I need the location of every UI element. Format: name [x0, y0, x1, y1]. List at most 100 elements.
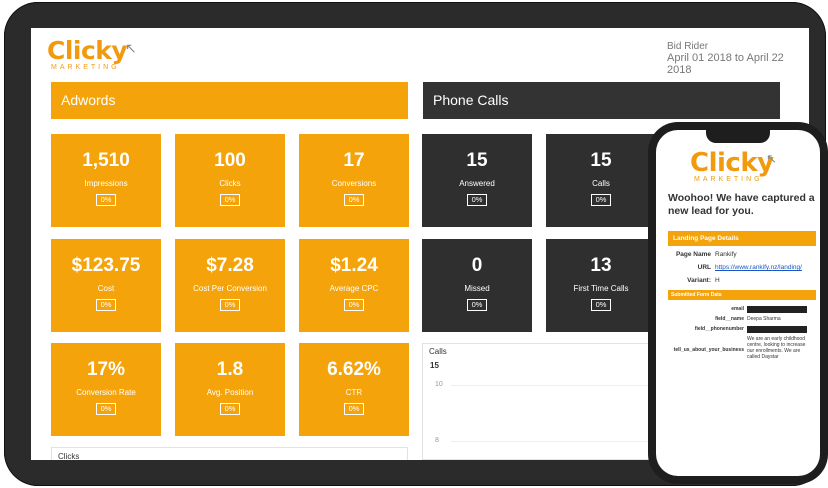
row-label: URL — [697, 264, 711, 271]
clicks-chart-title: Clicks — [58, 452, 80, 460]
logo-subtitle: MARKETING — [694, 176, 763, 183]
metric-value: $7.28 — [206, 255, 254, 276]
metric-change-badge: 0% — [343, 403, 365, 415]
landing-url-link[interactable]: https://www.rankify.nz/landing/ — [715, 264, 802, 271]
metric-tile-ctr: 6.62% CTR 0% — [299, 343, 409, 436]
metric-tile-missed: 0 Missed 0% — [422, 239, 532, 332]
phone-frame: Clicky MARKETING ↖ Woohoo! We have captu… — [648, 122, 828, 484]
row-label: Page Name — [675, 251, 711, 258]
cursor-icon: ↖ — [125, 40, 137, 56]
url-row: URL https://www.rankify.nz/landing/ — [668, 264, 816, 271]
metric-value: 1,510 — [82, 150, 130, 171]
cursor-icon: ↖ — [766, 151, 777, 166]
chart-tick-label: 10 — [435, 381, 443, 388]
logo-word: Clicky — [47, 36, 128, 65]
metric-value: 17% — [86, 359, 126, 380]
metric-change-badge: 0% — [590, 299, 612, 311]
report-header: Bid Rider April 01 2018 to April 22 2018 — [667, 41, 807, 76]
metric-label: Impressions — [84, 179, 128, 188]
form-field-row: field__name Deepa Sharma — [662, 316, 818, 322]
calls-chart-total: 15 — [430, 361, 439, 370]
metric-label: Clicks — [219, 179, 241, 188]
metric-tile-conversion-rate: 17% Conversion Rate 0% — [51, 343, 161, 436]
metric-label: Cost Per Conversion — [193, 284, 267, 293]
metric-value: 15 — [466, 150, 488, 171]
metric-value: 0 — [471, 255, 483, 276]
clicky-logo: Clicky MARKETING ↖ — [47, 38, 157, 72]
metric-change-badge: 0% — [466, 194, 488, 206]
metric-label: Avg. Position — [206, 388, 254, 397]
metric-change-badge: 0% — [95, 403, 117, 415]
row-value: Rankify — [715, 251, 737, 258]
row-value: H — [715, 277, 720, 284]
landing-page-details-header: Landing Page Details — [668, 231, 816, 246]
metric-change-badge: 0% — [590, 194, 612, 206]
email-screen: Clicky MARKETING ↖ Woohoo! We have captu… — [656, 130, 820, 476]
metric-label: Answered — [459, 179, 495, 188]
metric-value: 13 — [590, 255, 612, 276]
field-key: email — [731, 306, 744, 312]
metric-change-badge: 0% — [219, 299, 241, 311]
clicks-chart: Clicks — [51, 447, 408, 460]
redacted-block — [747, 326, 807, 333]
metric-value: 17 — [343, 150, 365, 171]
metric-label: Missed — [464, 284, 490, 293]
metric-tile-avg-position: 1.8 Avg. Position 0% — [175, 343, 285, 436]
client-name: Bid Rider — [667, 41, 709, 52]
metric-label: Conversions — [331, 179, 377, 188]
metric-change-badge: 0% — [95, 299, 117, 311]
metric-value: 1.8 — [216, 359, 244, 380]
metric-tile-calls: 15 Calls 0% — [546, 134, 656, 227]
metric-tile-impressions: 1,510 Impressions 0% — [51, 134, 161, 227]
chart-gridline — [451, 441, 657, 442]
submitted-form-data-header: Submitted Form Data — [668, 290, 816, 300]
redacted-block — [747, 306, 807, 313]
metric-label: First Time Calls — [573, 284, 629, 293]
logo-subtitle: MARKETING — [51, 64, 120, 71]
metric-tile-cost-per-conversion: $7.28 Cost Per Conversion 0% — [175, 239, 285, 332]
logo-word: Clicky — [690, 148, 774, 178]
chart-tick-label: 8 — [435, 437, 439, 444]
phone-notch — [706, 130, 770, 143]
field-key: field__name — [715, 316, 744, 322]
row-label: Variant: — [687, 277, 711, 284]
field-key: field__phonenumber — [694, 326, 744, 332]
field-value: We are an early childhood centre, lookin… — [747, 336, 806, 360]
metric-label: Conversion Rate — [76, 388, 136, 397]
date-range: April 01 2018 to April 22 2018 — [667, 52, 784, 76]
metric-change-badge: 0% — [466, 299, 488, 311]
metric-change-badge: 0% — [219, 194, 241, 206]
metric-tile-first-time-calls: 13 First Time Calls 0% — [546, 239, 656, 332]
calls-chart-title: Calls — [429, 347, 447, 356]
metric-value: $1.24 — [330, 255, 378, 276]
phone-calls-section-header: Phone Calls — [423, 82, 780, 119]
metric-tile-answered: 15 Answered 0% — [422, 134, 532, 227]
field-key: tell_us_about_your_business — [673, 347, 744, 353]
metric-change-badge: 0% — [219, 403, 241, 415]
metric-value: $123.75 — [71, 255, 141, 276]
chart-gridline — [451, 385, 657, 386]
metric-tile-clicks: 100 Clicks 0% — [175, 134, 285, 227]
field-value — [747, 326, 813, 333]
form-field-row: email — [662, 306, 818, 313]
field-value: Deepa Sharma — [747, 316, 781, 322]
calls-chart: Calls 15 10 8 — [422, 343, 662, 460]
page-name-row: Page Name Rankify — [668, 251, 816, 258]
metric-change-badge: 0% — [343, 194, 365, 206]
metric-label: Cost — [97, 284, 115, 293]
metric-tile-conversions: 17 Conversions 0% — [299, 134, 409, 227]
metric-label: Calls — [592, 179, 610, 188]
metric-label: CTR — [345, 388, 363, 397]
clicky-logo: Clicky MARKETING ↖ — [690, 150, 790, 184]
field-value — [747, 306, 813, 313]
metric-value: 6.62% — [327, 359, 381, 380]
metric-tile-cost: $123.75 Cost 0% — [51, 239, 161, 332]
lead-headline: Woohoo! We have captured a new lead for … — [668, 192, 815, 217]
form-field-row: field__phonenumber — [662, 326, 818, 333]
metric-value: 15 — [590, 150, 612, 171]
metric-tile-average-cpc: $1.24 Average CPC 0% — [299, 239, 409, 332]
metric-label: Average CPC — [329, 284, 379, 293]
form-field-row: tell_us_about_your_businessWe are an ear… — [662, 336, 818, 360]
adwords-section-header: Adwords — [51, 82, 408, 119]
